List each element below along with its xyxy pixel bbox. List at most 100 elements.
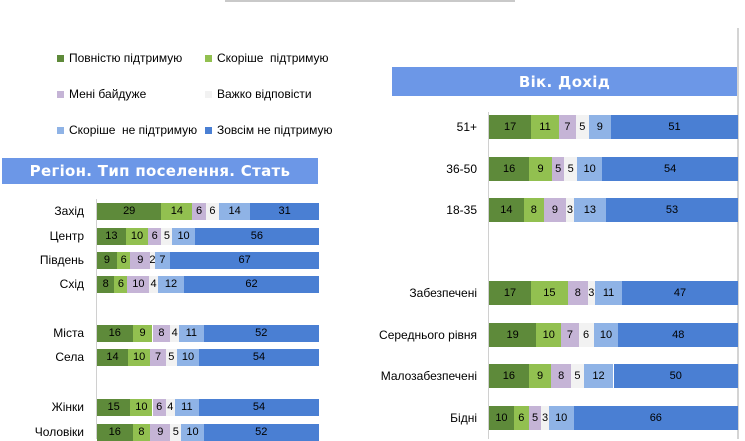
bar-segment: 11 (174, 398, 200, 416)
bar-segment: 8 (523, 198, 544, 222)
category-axis (488, 112, 489, 439)
category-label: 51+ (456, 120, 477, 134)
bar-segment: 53 (606, 198, 738, 222)
legend-label: Скоріше не підтримую (69, 123, 198, 137)
bar-segment: 6 (192, 202, 206, 220)
bar-segment: 9 (130, 251, 151, 269)
bar-segment: 3 (541, 406, 549, 430)
bar-segment: 52 (203, 324, 319, 342)
bar-segment: 51 (611, 115, 738, 139)
bar-segment: 6 (148, 227, 162, 245)
legend-item: Повністю підтримую (57, 51, 182, 65)
bar-segment: 10 (548, 406, 574, 430)
bar-segment: 48 (618, 323, 738, 347)
legend-item: Зовсім не підтримую (205, 123, 332, 137)
legend-label: Скоріше підтримую (217, 51, 329, 65)
bar-segment: 11 (531, 115, 559, 139)
bar-segment: 14 (219, 202, 251, 220)
bar-segment: 10 (127, 275, 150, 293)
bar-segment: 5 (165, 348, 177, 366)
bar-segment: 54 (199, 348, 319, 366)
legend-swatch (57, 126, 64, 134)
bar-segment: 10 (577, 157, 603, 181)
bar-segment: 5 (576, 115, 589, 139)
bar-segment: 16 (489, 157, 530, 181)
bar-segment: 5 (551, 157, 565, 181)
category-label: Середнього рівня (379, 328, 477, 342)
bar-segment: 9 (543, 198, 567, 222)
category-label: Малозабезпечені (380, 369, 477, 383)
bar-segment: 6 (205, 202, 220, 220)
bar-segment: 10 (130, 398, 153, 416)
category-label: Міста (53, 326, 84, 340)
left-panel-title: Регіон. Тип поселення. Стать (2, 158, 318, 184)
bar-segment: 5 (528, 406, 542, 430)
bar-segment: 54 (199, 398, 319, 416)
bar-segment: 9 (528, 364, 552, 388)
bar-segment: 5 (564, 157, 578, 181)
bar-segment: 10 (181, 423, 204, 441)
legend-label: Зовсім не підтримую (217, 123, 333, 137)
bar-segment: 9 (132, 324, 153, 342)
bar-segment: 10 (593, 323, 619, 347)
bar-segment: 5 (571, 364, 584, 388)
bar-segment: 14 (161, 202, 193, 220)
bar-segment: 9 (588, 115, 611, 139)
bar-segment: 17 (489, 281, 531, 305)
bar-segment: 5 (170, 423, 182, 441)
bar-segment: 52 (203, 423, 319, 441)
bar-segment: 7 (154, 251, 171, 269)
bar-segment: 10 (176, 348, 200, 366)
category-label: 18-35 (446, 203, 477, 217)
bar-segment: 50 (613, 364, 738, 388)
bar-segment: 14 (97, 348, 129, 366)
legend-swatch (57, 54, 64, 62)
bar-segment: 11 (595, 281, 623, 305)
bar-segment: 10 (172, 227, 195, 245)
bar-segment: 6 (116, 251, 131, 269)
bar-segment: 67 (170, 251, 319, 269)
bar-segment: 6 (114, 275, 128, 293)
bar-segment: 47 (622, 281, 738, 305)
bar-segment: 8 (152, 324, 171, 342)
bar-segment: 8 (567, 281, 588, 305)
right-divider (737, 28, 739, 439)
bar-segment: 8 (132, 423, 151, 441)
bar-segment: 7 (561, 323, 579, 347)
bar-segment: 12 (157, 275, 185, 293)
bar-segment: 9 (529, 157, 552, 181)
bar-segment: 16 (97, 423, 133, 441)
bar-segment: 15 (97, 398, 131, 416)
legend-item: Мені байдуже (57, 87, 146, 101)
legend-swatch (205, 90, 212, 98)
bar-segment: 3 (587, 281, 595, 305)
legend-label: Мені байдуже (69, 87, 147, 101)
bar-segment: 6 (152, 398, 166, 416)
bar-segment: 17 (489, 115, 532, 139)
bar-segment: 13 (573, 198, 607, 222)
bar-segment: 19 (489, 323, 537, 347)
bar-segment: 7 (558, 115, 577, 139)
bar-segment: 3 (566, 198, 574, 222)
bar-segment: 16 (97, 324, 133, 342)
legend-swatch (205, 54, 212, 62)
legend-label: Важко відповісти (217, 87, 312, 101)
bar-segment: 8 (551, 364, 572, 388)
legend-item: Скоріше не підтримую (57, 123, 197, 137)
category-label: Чоловіки (34, 425, 84, 439)
bar-segment: 56 (194, 227, 319, 245)
legend-label: Повністю підтримую (69, 51, 183, 65)
bar-segment: 66 (573, 406, 738, 430)
bar-segment: 10 (536, 323, 562, 347)
category-label: Південь (39, 253, 84, 267)
bar-segment: 54 (602, 157, 738, 181)
bar-segment: 10 (128, 348, 151, 366)
bar-segment: 6 (513, 406, 529, 430)
category-label: Захід (54, 204, 84, 218)
bar-segment: 62 (184, 275, 319, 293)
category-label: Центр (49, 229, 84, 243)
bar-segment: 2 (150, 251, 155, 269)
bar-segment: 6 (578, 323, 594, 347)
bar-segment: 29 (97, 202, 162, 220)
